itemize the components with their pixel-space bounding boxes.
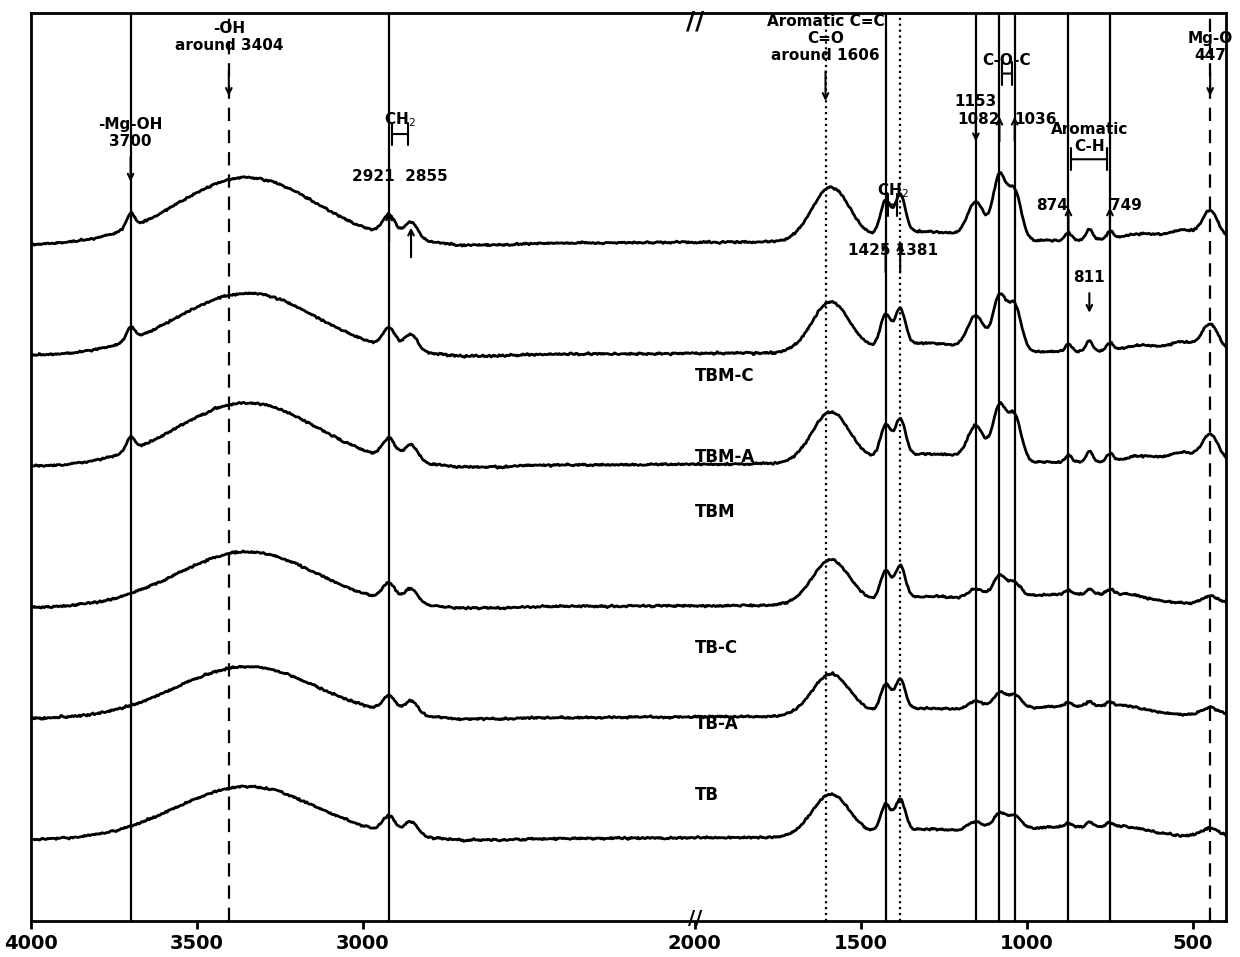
- Text: TBM-C: TBM-C: [694, 367, 754, 385]
- Text: //: //: [688, 909, 702, 928]
- Text: 1036: 1036: [1014, 112, 1058, 127]
- Text: TB-C: TB-C: [694, 639, 738, 657]
- Text: TB: TB: [694, 786, 719, 804]
- Text: CH$_2$: CH$_2$: [384, 110, 415, 129]
- Text: TBM-A: TBM-A: [694, 448, 755, 466]
- Text: 874: 874: [1037, 197, 1069, 212]
- Text: CH$_2$: CH$_2$: [877, 181, 909, 200]
- Text: TB-A: TB-A: [694, 715, 739, 733]
- Text: 1082: 1082: [957, 112, 999, 127]
- Text: Mg-O
447: Mg-O 447: [1188, 31, 1233, 63]
- Text: 749: 749: [1110, 197, 1142, 212]
- Text: 2921  2855: 2921 2855: [352, 169, 448, 185]
- Text: 811: 811: [1074, 270, 1105, 285]
- Text: C-O-C: C-O-C: [983, 54, 1032, 69]
- Text: TBM: TBM: [694, 503, 735, 522]
- Text: -Mg-OH
3700: -Mg-OH 3700: [98, 117, 162, 149]
- Text: 1153: 1153: [955, 94, 997, 109]
- Text: //: //: [686, 10, 704, 33]
- Text: 1425 1381: 1425 1381: [848, 243, 937, 258]
- Text: Aromatic
C-H: Aromatic C-H: [1050, 122, 1128, 154]
- Text: Aromatic C=C
C=O
around 1606: Aromatic C=C C=O around 1606: [766, 13, 884, 63]
- Text: -OH
around 3404: -OH around 3404: [175, 21, 283, 54]
